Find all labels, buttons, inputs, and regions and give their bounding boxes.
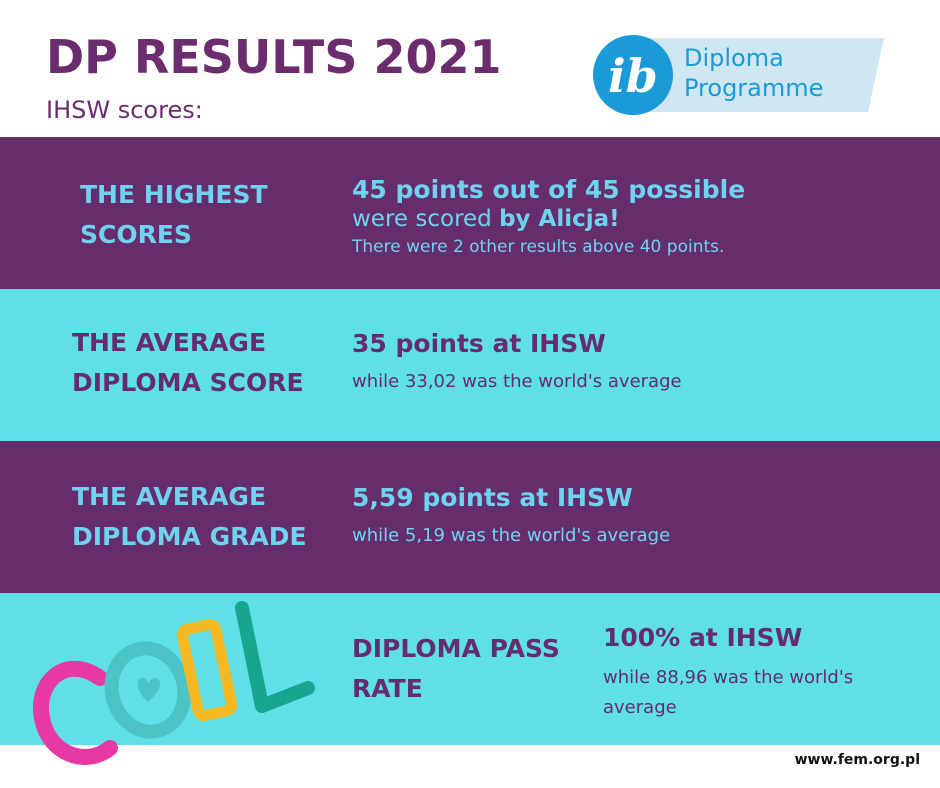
section-label: DIPLOMA PASS RATE	[352, 629, 560, 709]
label-line: RATE	[352, 674, 423, 703]
section-detail: while 33,02 was the world's average	[352, 371, 682, 392]
label-line: SCORES	[80, 220, 192, 249]
section-detail: while 5,19 was the world's average	[352, 525, 671, 546]
section-highest-scores: THE HIGHEST SCORES 45 points out of 45 p…	[0, 137, 940, 289]
section-main-value: 45 points out of 45 possible	[352, 175, 746, 204]
mid-bold: by Alicja!	[499, 206, 620, 232]
label-line: THE AVERAGE	[72, 482, 267, 511]
label-line: DIPLOMA GRADE	[72, 522, 307, 551]
detail-line: average	[603, 697, 677, 718]
label-line: THE HIGHEST	[80, 180, 268, 209]
logo-line2: Programme	[684, 74, 823, 102]
label-line: DIPLOMA PASS	[352, 634, 560, 663]
section-mid-text: were scored by Alicja!	[352, 206, 620, 232]
detail-line: while 88,96 was the world's	[603, 667, 854, 688]
mid-prefix: were scored	[352, 206, 500, 232]
cool-lettering-doodle	[33, 601, 315, 765]
page-title: DP RESULTS 2021	[46, 30, 502, 84]
logo-mark: ib	[608, 49, 658, 103]
section-detail: There were 2 other results above 40 poin…	[352, 237, 725, 257]
section-average-diploma-score: THE AVERAGE DIPLOMA SCORE 35 points at I…	[0, 289, 940, 441]
ib-diploma-programme-logo: ib Diploma Programme	[593, 35, 884, 115]
section-average-diploma-grade: THE AVERAGE DIPLOMA GRADE 5,59 points at…	[0, 441, 940, 593]
page-subtitle: IHSW scores:	[46, 96, 203, 124]
section-label: THE AVERAGE DIPLOMA GRADE	[72, 477, 307, 557]
website-footer: www.fem.org.pl	[794, 752, 920, 768]
section-detail: while 88,96 was the world's average	[603, 663, 853, 723]
section-main-value: 35 points at IHSW	[352, 329, 606, 358]
section-label: THE AVERAGE DIPLOMA SCORE	[72, 323, 304, 403]
logo-line1: Diploma	[684, 44, 784, 72]
section-label: THE HIGHEST SCORES	[80, 175, 268, 255]
label-line: THE AVERAGE	[72, 328, 267, 357]
section-diploma-pass-rate: DIPLOMA PASS RATE 100% at IHSW while 88,…	[0, 593, 940, 745]
section-main-value: 100% at IHSW	[603, 623, 803, 652]
section-main-value: 5,59 points at IHSW	[352, 483, 633, 512]
label-line: DIPLOMA SCORE	[72, 368, 304, 397]
